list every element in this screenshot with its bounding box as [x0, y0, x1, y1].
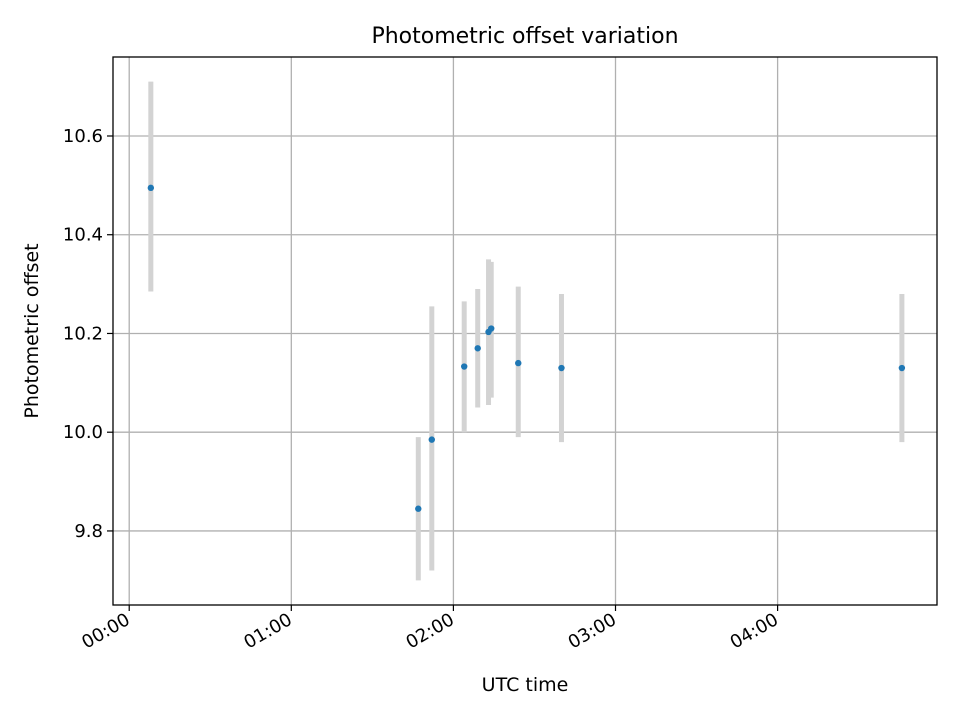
- y-tick-label: 10.2: [63, 323, 103, 344]
- data-point: [147, 184, 155, 192]
- y-tick-label: 10.0: [63, 422, 103, 443]
- data-point: [558, 364, 565, 372]
- x-tick-label: 00:00: [78, 609, 133, 653]
- y-tick-label: 9.8: [74, 521, 103, 542]
- y-tick-label: 10.6: [63, 126, 103, 147]
- y-tick-label: 10.4: [63, 225, 103, 246]
- data-point: [515, 359, 522, 367]
- data-point: [428, 436, 435, 443]
- x-tick-label: 02:00: [402, 609, 457, 653]
- data-point: [461, 363, 468, 370]
- data-points: [147, 184, 906, 512]
- axis-ticks: 00:00 01:00 02:00 03:00 04:00 9.8 10.0 10.2 10.4…: [63, 126, 782, 653]
- data-point: [898, 364, 906, 372]
- data-point: [488, 325, 495, 332]
- data-point: [415, 505, 422, 512]
- x-tick-label: 01:00: [240, 609, 295, 653]
- data-point: [474, 345, 481, 352]
- plot-frame: [112, 56, 938, 606]
- chart-title: Photometric offset variation: [371, 24, 678, 49]
- error-bars: [148, 81, 905, 581]
- x-axis-label: UTC time: [482, 674, 569, 696]
- x-tick-label: 03:00: [565, 609, 620, 653]
- y-axis-label: Photometric offset: [21, 243, 43, 418]
- grid: [113, 57, 937, 605]
- x-tick-label: 04:00: [727, 609, 782, 653]
